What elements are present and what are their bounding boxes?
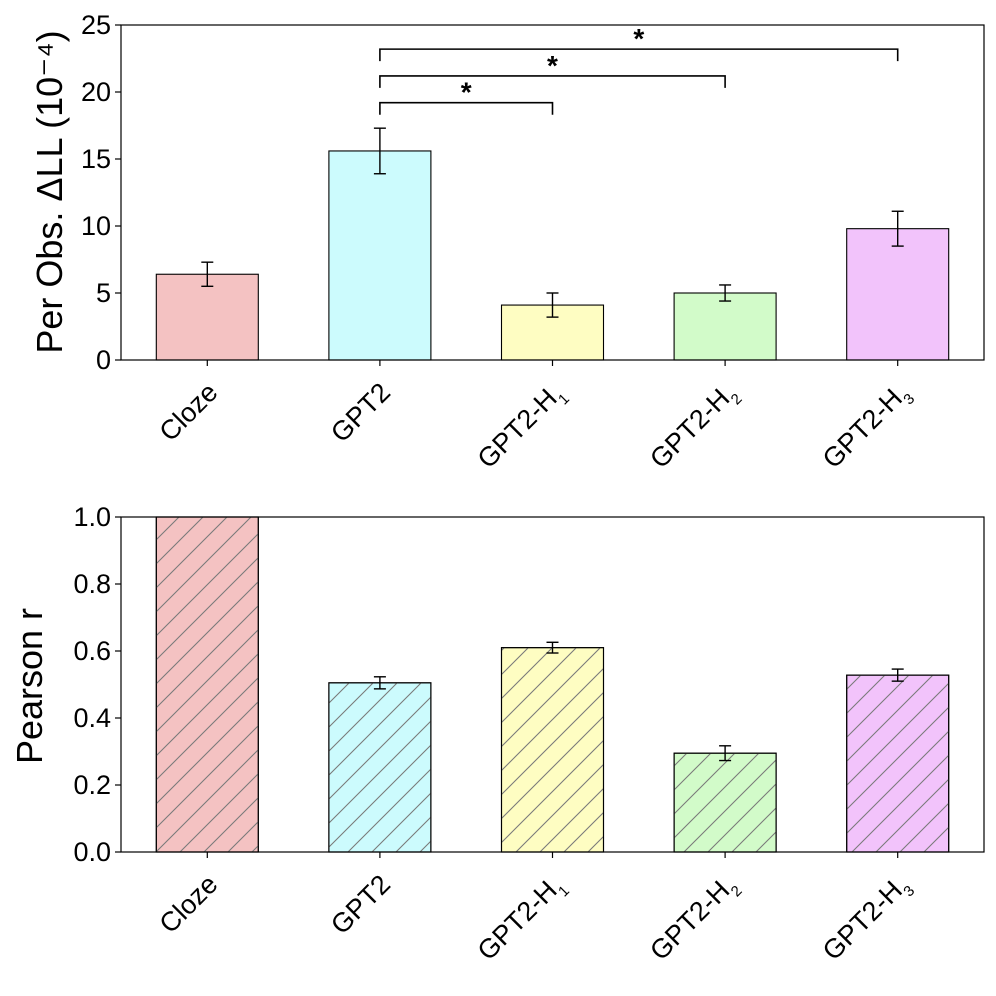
delta-ll-y-axis-title: Per Obs. ΔLL (10⁻⁴) [29,30,70,353]
delta-ll-error-bar-cloze [201,261,214,287]
pearson-r-y-axis-title: Pearson r [9,608,50,764]
delta-ll-x-tick-label-gpt2: GPT2 [325,377,396,448]
delta-ll-y-tick-label: 5 [96,278,111,308]
delta-ll-y-tick-label: 10 [81,211,111,241]
pearson-r-y-tick-label: 0.4 [73,703,111,733]
pearson-r-bar-hatch-gpt2-h3 [846,674,950,853]
pearson-r-error-bar-gpt2-h3 [891,668,904,682]
pearson-r-bar-hatch-gpt2-h1 [500,647,605,853]
delta-ll-error-bar-gpt2-h1 [546,292,559,318]
pearson-r-y-tick-label: 0.0 [73,837,111,867]
pearson-r-bar-hatch-gpt2 [328,682,432,853]
delta-ll-error-bar-gpt2 [373,127,386,175]
delta-ll-significance-star: * [547,50,558,81]
pearson-r-x-tick-label-gpt2: GPT2 [325,869,396,940]
pearson-r-error-bar-gpt2-h1 [546,641,559,654]
pearson-r-x-tick-label-gpt2-h1: GPT2-H1 [472,869,573,970]
pearson-r-bar-hatch-cloze [155,516,259,853]
pearson-r-bar-hatch-gpt2-h2 [673,752,777,853]
delta-ll-y-tick-label: 15 [81,144,111,174]
delta-ll-bar-gpt2-h3 [846,228,950,361]
delta-ll-significance-bracket [379,101,554,115]
pearson-r-chart: Pearson r 0.0 0.2 0.4 0.6 0.8 1.0 Cloze GPT2 GPT… [9,502,985,970]
delta-ll-y-tick-label: 25 [81,10,111,40]
delta-ll-error-bar-gpt2-h3 [891,210,904,247]
pearson-r-y-tick-label: 0.2 [73,770,111,800]
delta-ll-bar-gpt2-h2 [673,292,777,361]
pearson-r-x-tick-label-cloze: Cloze [154,869,224,939]
delta-ll-significance-star: * [461,77,472,108]
delta-ll-bar-cloze [155,273,259,361]
pearson-r-y-tick-label: 0.6 [73,636,111,666]
delta-ll-x-tick-label-cloze: Cloze [154,377,224,447]
delta-ll-significance-bracket [379,75,726,88]
delta-ll-x-tick-label-gpt2-h3: GPT2-H3 [817,377,918,478]
pearson-r-y-tick-label: 1.0 [73,502,111,532]
delta-ll-significance-star: * [633,23,644,54]
delta-ll-significance-bracket [379,48,899,62]
delta-ll-bar-gpt2 [328,150,432,361]
pearson-r-y-tick-label: 0.8 [73,569,111,599]
delta-ll-y-tick-label: 0 [96,345,111,375]
pearson-r-x-tick-label-gpt2-h2: GPT2-H2 [644,869,745,970]
delta-ll-y-tick-label: 20 [81,77,111,107]
pearson-r-error-bar-gpt2 [373,676,386,690]
delta-ll-error-bar-gpt2-h2 [719,284,732,302]
delta-ll-x-tick-label-gpt2-h2: GPT2-H2 [644,377,745,478]
delta-ll-chart: Per Obs. ΔLL (10⁻⁴) 0 5 10 15 20 25 Cloze GPT2 G… [29,10,985,478]
delta-ll-x-tick-label-gpt2-h1: GPT2-H1 [472,377,573,478]
pearson-r-error-bar-gpt2-h2 [719,745,732,762]
pearson-r-x-tick-label-gpt2-h3: GPT2-H3 [817,869,918,970]
